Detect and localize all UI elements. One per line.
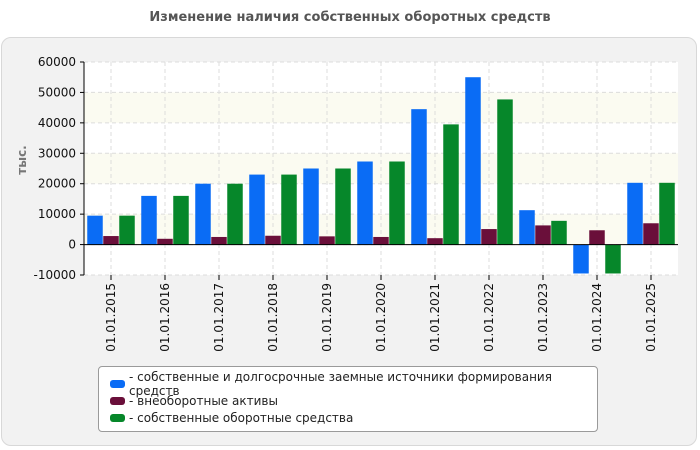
y-axis-label: тыс. (15, 145, 29, 174)
legend-label: - внеоборотные активы (129, 393, 278, 408)
bar-2-01.01.2023 (535, 225, 551, 245)
bar-1-01.01.2022 (465, 77, 481, 245)
bar-3-01.01.2019 (335, 168, 351, 245)
y-tick-label: 30000 (38, 146, 76, 160)
x-tick-label: 01.01.2015 (104, 283, 118, 352)
bar-2-01.01.2018 (265, 235, 281, 245)
legend-entry: - собственные и долгосрочные заемные ист… (110, 370, 597, 398)
legend-swatch (110, 396, 125, 405)
x-tick-label: 01.01.2021 (428, 283, 442, 352)
x-tick-label: 01.01.2023 (536, 283, 550, 352)
bar-3-01.01.2017 (227, 183, 243, 245)
legend-swatch (110, 379, 125, 388)
x-tick-label: 01.01.2017 (212, 283, 226, 352)
bar-2-01.01.2021 (427, 238, 443, 245)
bar-3-01.01.2023 (551, 220, 567, 245)
y-tick-label: 0 (68, 238, 76, 252)
x-tick-label: 01.01.2022 (482, 283, 496, 352)
y-tick-label: -10000 (33, 268, 76, 282)
x-tick-label: 01.01.2016 (158, 283, 172, 352)
chart-legend: - собственные и долгосрочные заемные ист… (98, 366, 598, 432)
x-tick-label: 01.01.2025 (644, 283, 658, 352)
bar-2-01.01.2024 (589, 230, 605, 245)
y-tick-label: 40000 (38, 116, 76, 130)
bar-2-01.01.2019 (319, 236, 335, 245)
legend-entry: - внеоборотные активы (110, 392, 597, 409)
bar-3-01.01.2018 (281, 174, 297, 245)
bar-3-01.01.2020 (389, 161, 405, 245)
bar-1-01.01.2015 (87, 215, 103, 245)
bar-1-01.01.2018 (249, 174, 265, 245)
legend-label: - собственные и долгосрочные заемные ист… (129, 369, 552, 398)
bar-2-01.01.2017 (211, 236, 227, 245)
bar-1-01.01.2017 (195, 183, 211, 245)
bar-3-01.01.2015 (119, 215, 135, 245)
legend-label: - собственные оборотные средства (129, 410, 354, 425)
bar-2-01.01.2022 (481, 229, 497, 245)
bar-1-01.01.2021 (411, 109, 427, 245)
bar-1-01.01.2023 (519, 210, 535, 245)
bar-1-01.01.2020 (357, 161, 373, 245)
bar-2-01.01.2015 (103, 236, 119, 245)
y-tick-label: 50000 (38, 85, 76, 99)
x-tick-label: 01.01.2020 (374, 283, 388, 352)
legend-entry: - собственные оборотные средства (110, 409, 597, 426)
legend-swatch (110, 413, 125, 422)
chart-title: Изменение наличия собственных оборотных … (149, 10, 551, 25)
bar-1-01.01.2024 (573, 244, 589, 274)
y-tick-label: 20000 (38, 177, 76, 191)
x-tick-label: 01.01.2019 (320, 283, 334, 352)
bar-3-01.01.2022 (497, 99, 513, 245)
bar-2-01.01.2016 (157, 238, 173, 245)
bar-3-01.01.2024 (605, 244, 621, 274)
bar-3-01.01.2025 (659, 182, 675, 245)
x-tick-label: 01.01.2024 (590, 283, 604, 352)
bar-1-01.01.2019 (303, 168, 319, 245)
bar-2-01.01.2025 (643, 223, 659, 245)
x-tick-label: 01.01.2018 (266, 283, 280, 352)
y-tick-label: 10000 (38, 207, 76, 221)
bar-1-01.01.2016 (141, 195, 157, 245)
bar-1-01.01.2025 (627, 182, 643, 245)
y-tick-label: 60000 (38, 55, 76, 69)
bar-3-01.01.2021 (443, 124, 459, 245)
bar-2-01.01.2020 (373, 236, 389, 245)
bar-3-01.01.2016 (173, 195, 189, 245)
